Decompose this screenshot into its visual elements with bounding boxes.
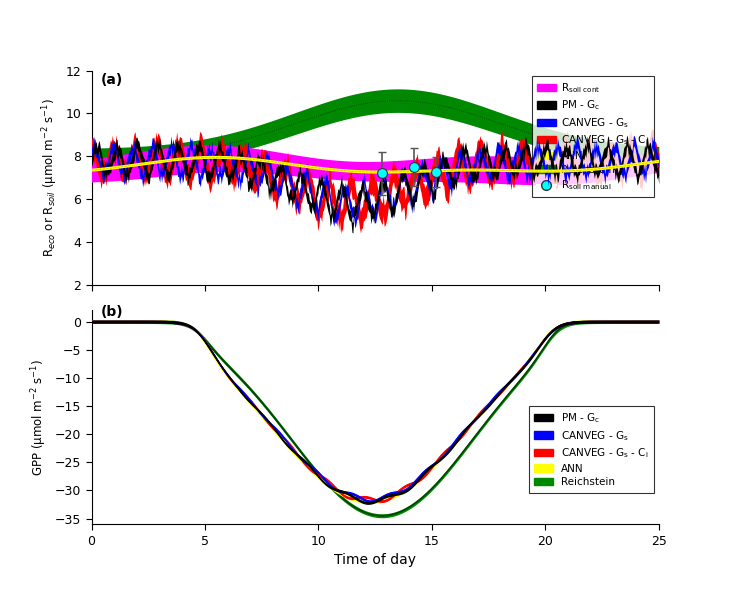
Point — [408, 162, 419, 171]
Legend: PM - G$_{\mathrm{c}}$, CANVEG - G$_{\mathrm{s}}$, CANVEG - G$_{\mathrm{s}}$ - C$: PM - G$_{\mathrm{c}}$, CANVEG - G$_{\mat… — [529, 406, 654, 492]
Y-axis label: R$_{eco}$ or R$_{soil}$ (μmol m$^{-2}$ s$^{-1}$): R$_{eco}$ or R$_{soil}$ (μmol m$^{-2}$ s… — [40, 98, 59, 257]
Legend: R$_{\mathrm{soil\ cont}}$, PM - G$_{\mathrm{c}}$, CANVEG - G$_{\mathrm{s}}$, CAN: R$_{\mathrm{soil\ cont}}$, PM - G$_{\mat… — [532, 76, 654, 197]
Point — [430, 168, 442, 177]
Text: (a): (a) — [100, 72, 123, 87]
Y-axis label: GPP (μmol m$^{-2}$ s$^{-1}$): GPP (μmol m$^{-2}$ s$^{-1}$) — [29, 359, 49, 476]
Text: (b): (b) — [100, 305, 123, 319]
Point — [376, 168, 388, 178]
X-axis label: Time of day: Time of day — [334, 553, 417, 567]
